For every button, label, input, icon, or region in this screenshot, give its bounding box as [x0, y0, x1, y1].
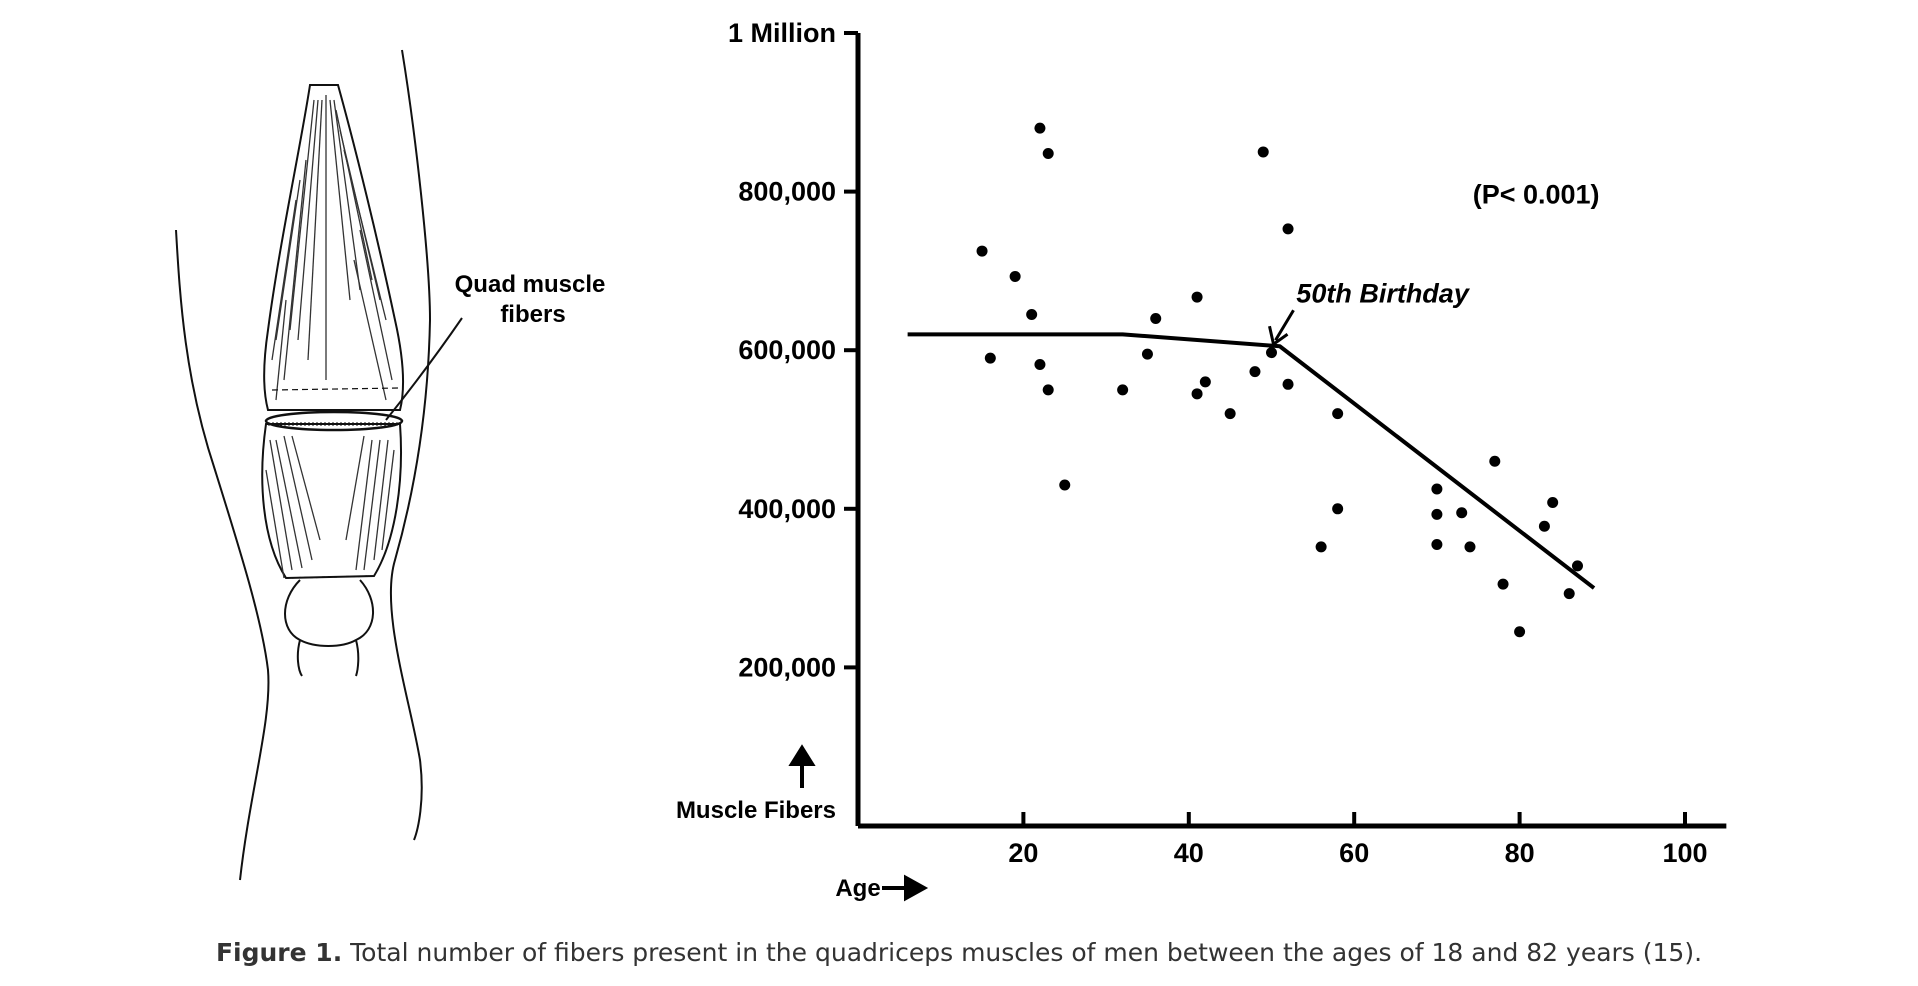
data-point — [1464, 541, 1476, 553]
quad-upper-fibers — [271, 95, 393, 401]
data-point — [1034, 358, 1046, 370]
y-tick-label: 400,000 — [738, 494, 836, 524]
caption-label: Figure 1. — [215, 938, 343, 967]
p-value-annotation: (P< 0.001) — [1473, 179, 1600, 209]
data-point — [1282, 223, 1294, 235]
data-point — [1332, 503, 1344, 515]
leg-outline-left — [175, 229, 270, 881]
data-point — [1456, 507, 1468, 519]
label-pointer — [385, 317, 463, 421]
y-tick-label: 1 Million — [728, 18, 836, 48]
data-point — [1431, 538, 1443, 550]
data-point — [1332, 408, 1344, 420]
y-axis-arrow — [788, 744, 816, 788]
leg-illustration — [175, 49, 463, 881]
data-point — [1497, 578, 1509, 590]
data-point — [1150, 312, 1162, 324]
data-point — [1563, 588, 1575, 600]
data-point — [1059, 479, 1071, 491]
y-axis-ticks: 200,000 400,000 600,000 800,000 1 Million — [728, 18, 858, 682]
data-point — [1257, 146, 1269, 158]
data-point — [1191, 291, 1203, 303]
data-point — [1042, 148, 1054, 160]
quad-cut-section — [264, 410, 404, 432]
illustration-label-line1: Quad muscle — [455, 271, 606, 298]
data-point — [1538, 520, 1550, 532]
y-tick-label: 800,000 — [738, 177, 836, 207]
y-tick-label: 200,000 — [738, 652, 836, 682]
data-point — [976, 245, 988, 257]
data-point — [1034, 122, 1046, 134]
quad-upper — [263, 84, 404, 411]
data-point — [1315, 541, 1327, 553]
x-tick-label: 40 — [1174, 838, 1204, 868]
data-point — [1191, 388, 1203, 400]
figure-caption: Figure 1. Total number of fibers present… — [0, 938, 1918, 967]
data-point — [984, 352, 996, 364]
x-tick-label: 100 — [1662, 838, 1707, 868]
data-point — [1266, 347, 1277, 359]
data-point — [1117, 384, 1129, 396]
data-point — [1547, 496, 1559, 508]
birthday-annotation: 50th Birthday — [1296, 279, 1471, 309]
chart-axes: Muscle Fibers Age — [676, 33, 1727, 902]
quad-lower — [261, 423, 402, 580]
quad-upper-dash — [271, 387, 401, 391]
data-point — [1282, 378, 1294, 390]
y-tick-label: 600,000 — [738, 335, 836, 365]
data-point — [1009, 270, 1021, 282]
data-point — [1141, 348, 1153, 360]
data-point — [1514, 626, 1526, 638]
data-point — [1026, 309, 1038, 321]
scatter-chart: Muscle Fibers Age 200,000 400,000 600,000 80… — [676, 18, 1727, 902]
x-axis-arrow — [882, 874, 929, 902]
data-point — [1431, 508, 1443, 520]
x-axis-ticks: 20 40 60 80 100 — [1008, 812, 1708, 868]
x-tick-label: 60 — [1339, 838, 1369, 868]
data-point — [1431, 483, 1443, 495]
data-point — [1249, 366, 1261, 378]
x-tick-label: 20 — [1008, 838, 1038, 868]
birthday-arrow — [1268, 309, 1295, 347]
illustration-label-line2: fibers — [500, 301, 565, 328]
data-point — [1199, 376, 1211, 388]
x-axis-label: Age — [835, 875, 880, 902]
knee-patella — [284, 579, 374, 677]
y-axis-label: Muscle Fibers — [676, 797, 836, 824]
x-tick-label: 80 — [1505, 838, 1535, 868]
caption-text: Total number of fibers present in the qu… — [342, 938, 1703, 967]
annotations: (P< 0.001) 50th Birthday — [1268, 179, 1600, 347]
trend-line — [907, 332, 1596, 590]
trend-line-group — [907, 332, 1596, 590]
data-point — [1042, 384, 1054, 396]
data-points — [976, 122, 1583, 638]
data-point — [1224, 408, 1236, 420]
quad-lower-fibers — [265, 435, 395, 579]
data-point — [1571, 560, 1583, 572]
leg-outline-right — [389, 49, 432, 841]
data-point — [1489, 455, 1501, 467]
